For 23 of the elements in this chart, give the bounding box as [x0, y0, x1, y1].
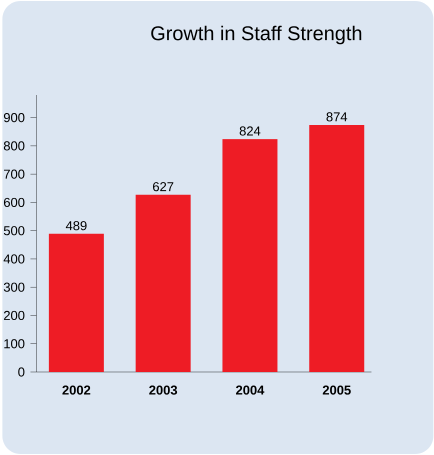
data-label: 874	[326, 112, 347, 122]
y-tick-label: 700	[4, 170, 24, 179]
y-tick-label: 300	[4, 282, 24, 292]
y-tick-label: 900	[4, 113, 24, 122]
bar	[135, 194, 190, 372]
chart-title: Growth in Staff Strength	[151, 26, 362, 44]
bar	[48, 234, 104, 372]
bar	[222, 139, 278, 372]
y-tick-label: 200	[4, 310, 24, 320]
data-label: 824	[240, 126, 260, 136]
x-tick-label: 2005	[322, 386, 351, 395]
y-tick-label: 100	[4, 339, 24, 348]
x-tick-label: 2003	[149, 386, 177, 395]
bar	[309, 124, 364, 372]
data-label: 489	[66, 221, 86, 230]
y-tick-label: 600	[4, 198, 24, 207]
y-tick-label: 500	[4, 226, 24, 236]
y-tick-label: 400	[3, 254, 24, 264]
y-tick-label: 800	[4, 141, 24, 150]
data-label: 627	[152, 182, 174, 192]
y-tick-label: 0	[18, 367, 24, 377]
x-tick-label: 2002	[62, 386, 90, 395]
x-tick-label: 2004	[236, 386, 264, 395]
